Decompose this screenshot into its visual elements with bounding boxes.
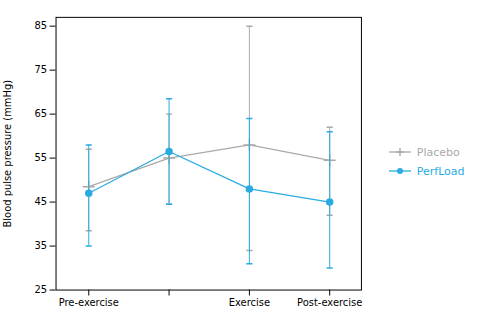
svg-text:55: 55 (34, 153, 47, 164)
svg-text:Exercise: Exercise (229, 297, 270, 308)
html-text:PerfLoad: PerfLoad (416, 164, 465, 178)
svg-text:65: 65 (34, 109, 47, 120)
html-text:Placebo: Placebo (416, 145, 460, 159)
svg-text:Pre-exercise: Pre-exercise (59, 297, 119, 308)
svg-text:Post-exercise: Post-exercise (297, 297, 362, 308)
svg-text:35: 35 (34, 241, 47, 252)
svg-text:25: 25 (34, 285, 47, 296)
svg-text:Blood pulse pressure (mmHg): Blood pulse pressure (mmHg) (2, 80, 13, 228)
svg-text:85: 85 (34, 21, 47, 32)
svg-text:75: 75 (34, 65, 47, 76)
svg-text:45: 45 (34, 197, 47, 208)
